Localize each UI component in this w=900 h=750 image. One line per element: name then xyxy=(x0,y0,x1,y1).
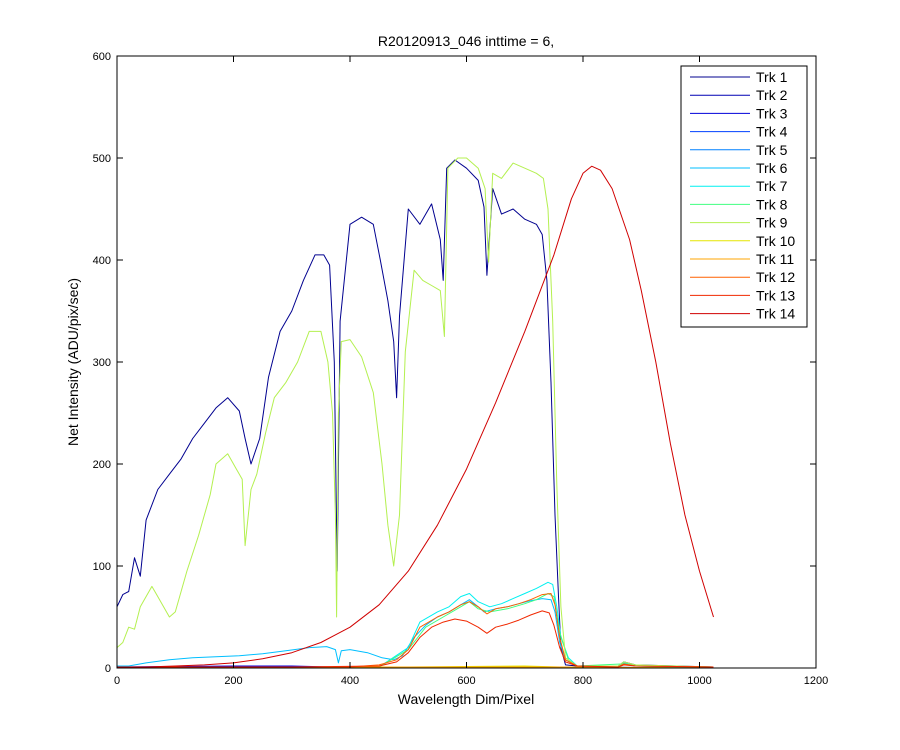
series-line-trk-12 xyxy=(117,593,714,668)
legend: Trk 1 Trk 2 Trk 3 Trk 4 Trk 5 Trk 6 Trk 7 Trk 8… xyxy=(680,65,808,328)
series-line-trk-1 xyxy=(116,159,714,668)
x-tick-label: 1200 xyxy=(804,675,828,687)
legend-box xyxy=(680,65,808,328)
x-tick-label: 400 xyxy=(341,675,359,687)
series-line-trk-6 xyxy=(117,598,714,668)
y-tick-label: 100 xyxy=(93,561,111,573)
y-tick-label: 600 xyxy=(93,51,111,63)
series-line-trk-14 xyxy=(117,165,714,668)
legend-label-trk-12: Trk 12 xyxy=(756,269,795,285)
y-tick-label: 300 xyxy=(93,357,111,369)
chart-title: R20120913_046 inttime = 6, xyxy=(378,33,554,49)
x-tick-label: 1000 xyxy=(687,675,711,687)
y-tick-label: 200 xyxy=(93,459,111,471)
legend-label-trk-4: Trk 4 xyxy=(756,124,788,140)
legend-label-trk-2: Trk 2 xyxy=(756,87,788,103)
legend-label-trk-5: Trk 5 xyxy=(756,142,788,158)
legend-label-trk-1: Trk 1 xyxy=(756,69,788,85)
y-tick-label: 0 xyxy=(105,663,111,675)
legend-label-trk-3: Trk 3 xyxy=(756,105,788,121)
y-tick-label: 400 xyxy=(93,255,111,267)
y-tick-label: 500 xyxy=(93,153,111,165)
legend-label-trk-11: Trk 11 xyxy=(756,251,794,267)
series-line-trk-9 xyxy=(116,157,714,668)
x-tick-label: 600 xyxy=(457,675,475,687)
y-axis-label: Net Intensity (ADU/pix/sec) xyxy=(65,278,81,446)
legend-label-trk-9: Trk 9 xyxy=(756,215,788,231)
x-tick-label: 200 xyxy=(224,675,242,687)
legend-label-trk-10: Trk 10 xyxy=(756,233,795,249)
legend-label-trk-14: Trk 14 xyxy=(756,306,795,322)
ticks-group: 0 200 400 600 800 1000 1200 0 100 200 300 400 500 600 xyxy=(93,51,829,687)
legend-label-trk-6: Trk 6 xyxy=(756,160,788,176)
x-axis-label: Wavelength Dim/Pixel xyxy=(398,691,534,707)
x-tick-label: 0 xyxy=(114,675,120,687)
x-tick-label: 800 xyxy=(574,675,592,687)
legend-label-trk-8: Trk 8 xyxy=(756,196,788,212)
legend-label-trk-7: Trk 7 xyxy=(756,178,788,194)
legend-label-trk-13: Trk 13 xyxy=(756,287,795,303)
series-line-trk-13 xyxy=(117,610,714,668)
